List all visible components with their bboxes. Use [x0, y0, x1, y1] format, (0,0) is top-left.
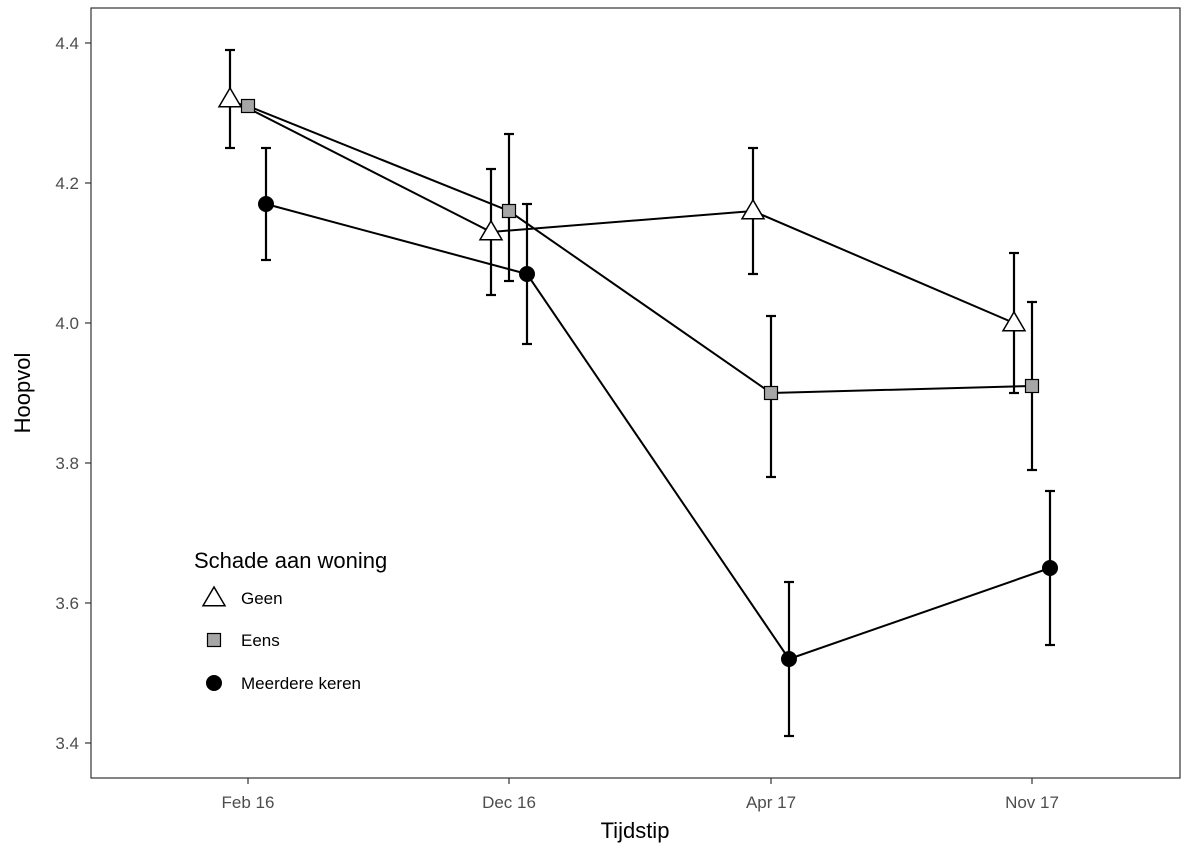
x-tick-label: Nov 17	[1005, 793, 1059, 812]
legend-title: Schade aan woning	[194, 548, 387, 573]
series-layer	[217, 48, 1058, 738]
x-tick-label: Dec 16	[482, 793, 536, 812]
legend-item: Meerdere keren	[206, 674, 361, 693]
legend-label: Meerdere keren	[241, 674, 361, 693]
y-tick-label: 3.6	[55, 594, 79, 613]
x-axis: Feb 16 Dec 16 Apr 17 Nov 17	[222, 778, 1059, 812]
marker-circle	[258, 196, 274, 212]
marker-triangle	[1001, 310, 1027, 332]
marker-square	[206, 632, 222, 648]
marker-square	[763, 385, 779, 401]
marker-circle	[1042, 560, 1058, 576]
y-axis-title: Hoopvol	[10, 353, 35, 434]
marker-triangle	[740, 198, 766, 220]
x-tick-label: Feb 16	[222, 793, 275, 812]
marker-circle	[206, 675, 222, 691]
marker-triangle	[478, 219, 504, 241]
x-tick-label: Apr 17	[746, 793, 796, 812]
y-tick-label: 4.2	[55, 174, 79, 193]
y-axis: 3.4 3.6 3.8 4.0 4.2 4.4	[55, 34, 91, 753]
marker-triangle	[201, 585, 227, 607]
legend: Schade aan woning Geen Eens Meerdere keren	[194, 548, 387, 693]
series-geen	[217, 48, 1027, 395]
series-line	[247, 105, 1033, 395]
series-line	[265, 203, 1051, 661]
marker-square	[240, 98, 256, 114]
marker-circle	[781, 651, 797, 667]
legend-item: Eens	[206, 631, 280, 650]
marker-circle	[519, 266, 535, 282]
legend-item: Geen	[201, 585, 283, 608]
series-meerdere-keren	[258, 146, 1058, 738]
legend-label: Geen	[241, 589, 283, 608]
series-line	[229, 98, 1015, 324]
marker-square	[1024, 378, 1040, 394]
x-axis-title: Tijdstip	[601, 818, 670, 843]
marker-triangle	[217, 86, 243, 108]
plot-panel	[90, 7, 1181, 779]
series-eens	[240, 98, 1040, 479]
marker-square	[501, 203, 517, 219]
y-tick-label: 3.8	[55, 454, 79, 473]
y-tick-label: 4.4	[55, 34, 79, 53]
y-tick-label: 3.4	[55, 734, 79, 753]
legend-label: Eens	[241, 631, 280, 650]
y-tick-label: 4.0	[55, 314, 79, 333]
legend-items: Geen Eens Meerdere keren	[201, 585, 361, 693]
